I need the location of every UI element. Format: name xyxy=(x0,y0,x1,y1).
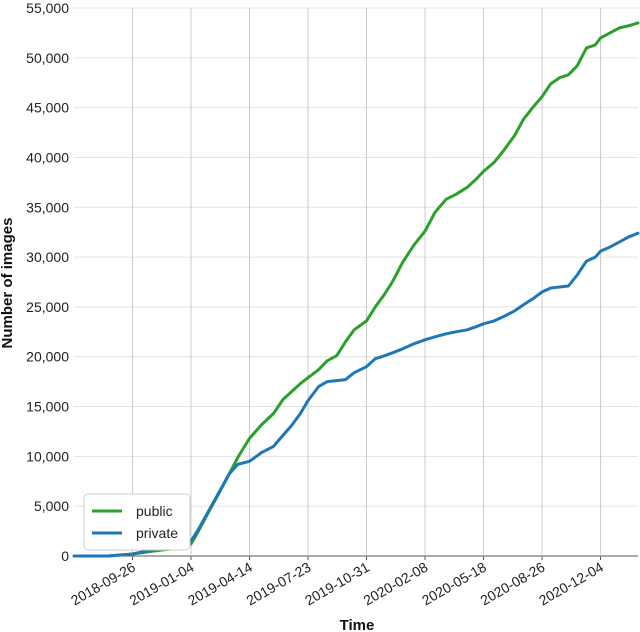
series-line-public xyxy=(72,21,640,558)
y-axis-title: Number of images xyxy=(0,218,16,349)
x-tick-label: 2020-05-18 xyxy=(419,559,489,609)
grid xyxy=(74,7,638,557)
y-tick-label: 40,000 xyxy=(26,149,69,165)
x-tick-label: 2018-09-26 xyxy=(68,559,138,609)
x-tick-label: 2020-12-04 xyxy=(536,559,606,609)
x-tick-label: 2019-01-04 xyxy=(126,559,196,609)
legend-label-private: private xyxy=(136,525,178,541)
x-axis: 2018-09-262019-01-042019-04-142019-07-23… xyxy=(68,556,606,608)
y-tick-label: 50,000 xyxy=(26,50,69,66)
x-tick-label: 2020-02-08 xyxy=(361,559,431,609)
legend-box xyxy=(83,493,191,551)
y-tick-label: 15,000 xyxy=(26,399,69,415)
x-tick-label: 2019-04-14 xyxy=(185,559,255,609)
y-tick-label: 55,000 xyxy=(26,0,69,16)
x-tick-label: 2020-08-26 xyxy=(478,559,548,609)
legend-label-public: public xyxy=(136,503,173,519)
x-axis-title: Time xyxy=(340,617,375,632)
y-tick-label: 10,000 xyxy=(26,448,69,464)
y-tick-label: 35,000 xyxy=(26,199,69,215)
series-line-private xyxy=(72,231,640,558)
y-tick-label: 0 xyxy=(61,548,69,564)
y-tick-label: 45,000 xyxy=(26,100,69,116)
x-tick-label: 2019-10-31 xyxy=(302,559,372,609)
legend: public private xyxy=(83,493,191,551)
x-tick-label: 2019-07-23 xyxy=(243,559,313,609)
y-tick-label: 5,000 xyxy=(34,498,69,514)
y-tick-label: 20,000 xyxy=(26,349,69,365)
y-tick-label: 25,000 xyxy=(26,299,69,315)
y-tick-label: 30,000 xyxy=(26,249,69,265)
series-group xyxy=(72,21,640,558)
y-axis: 0 5,000 10,000 15,000 20,000 25,000 30,000 35,0… xyxy=(26,0,69,564)
